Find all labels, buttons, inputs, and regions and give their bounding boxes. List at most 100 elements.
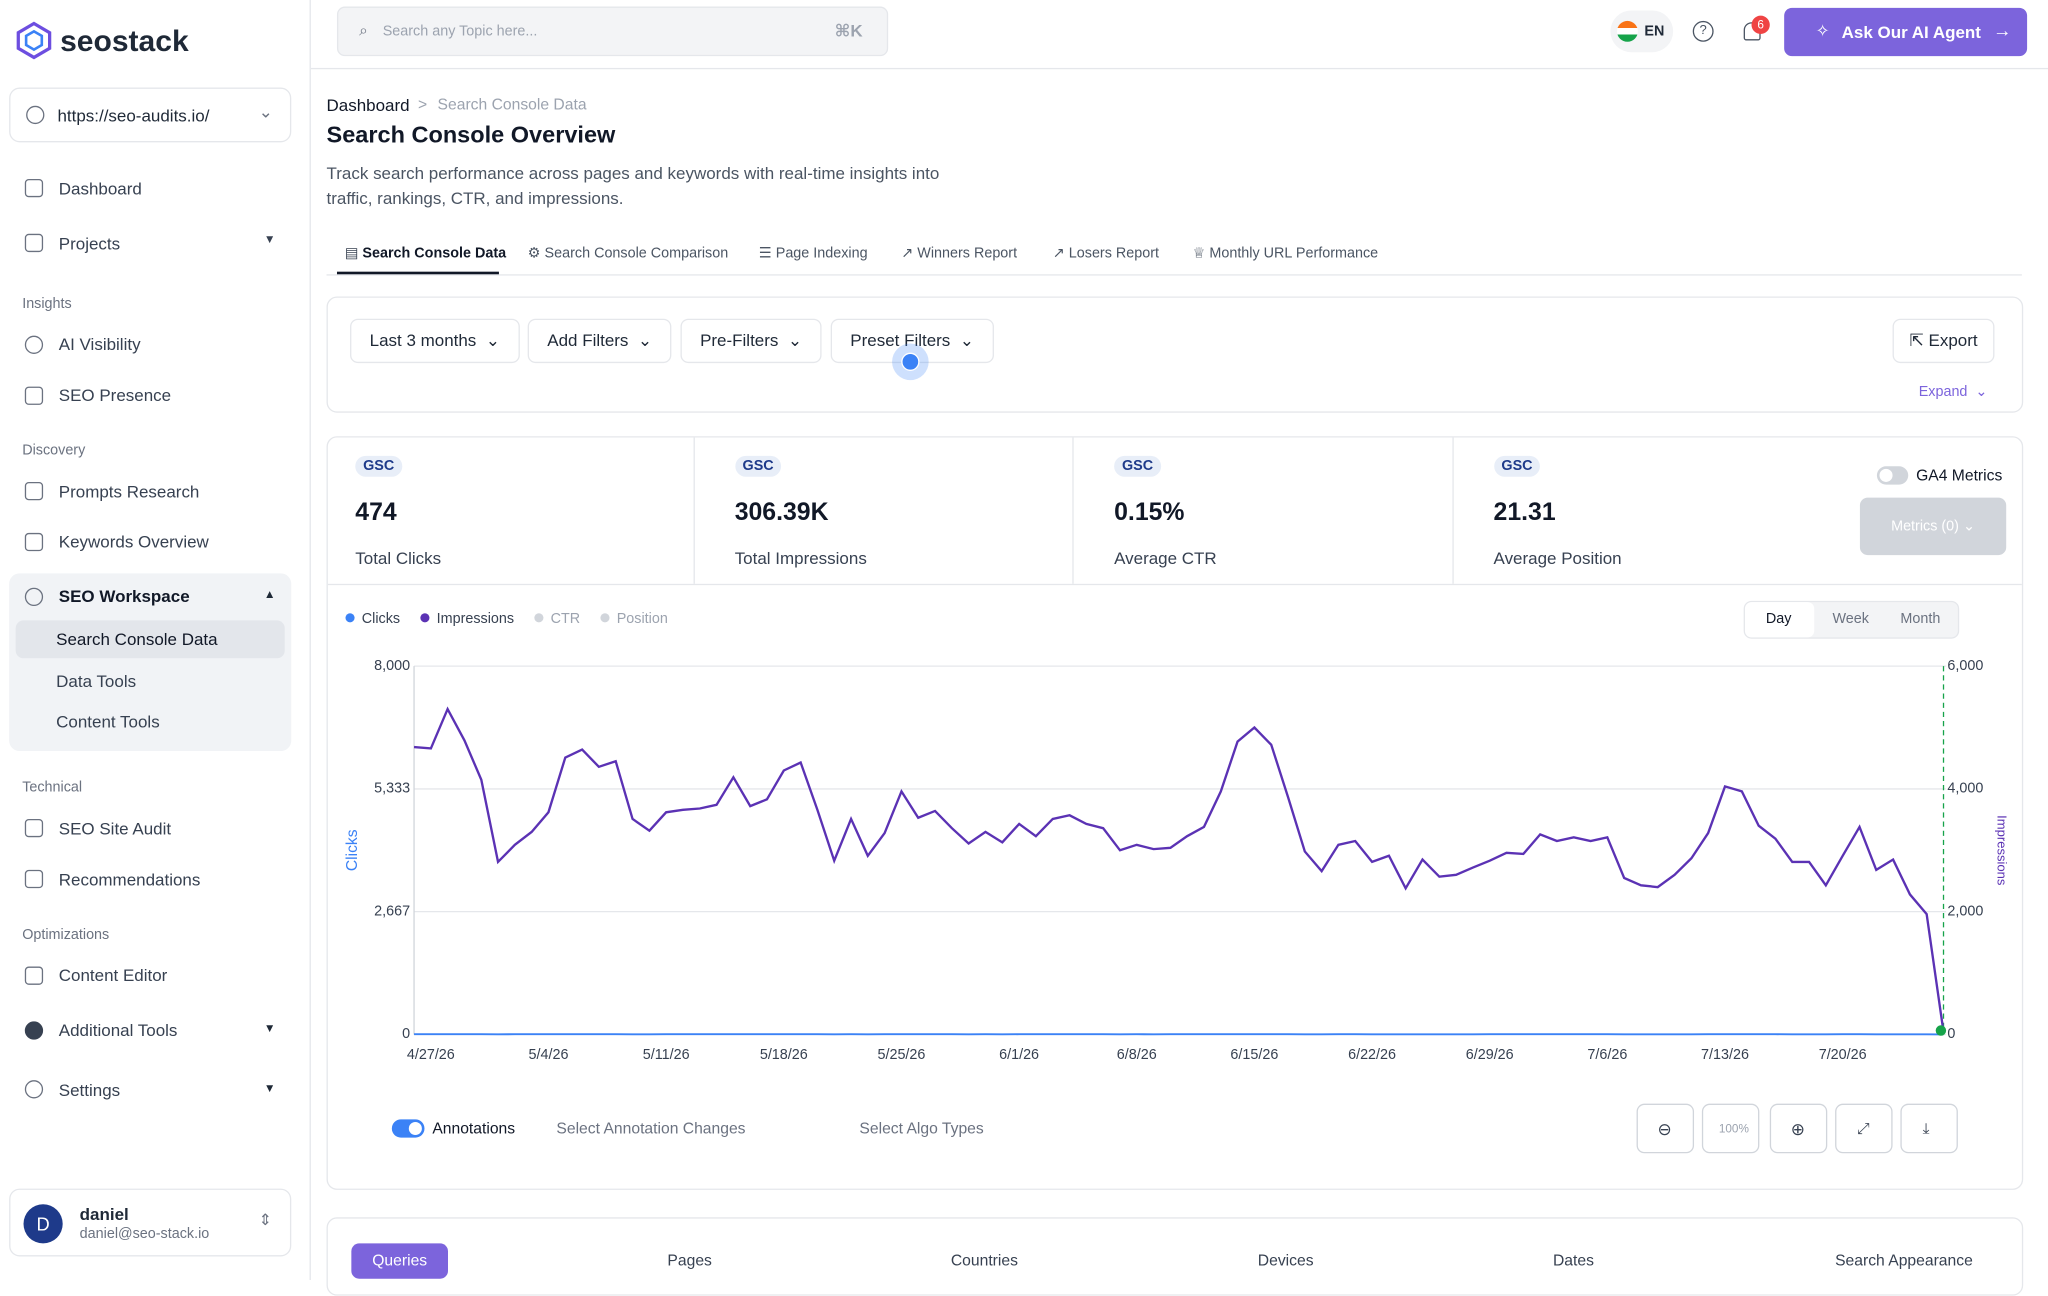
icon — [25, 870, 43, 888]
tab-label: Page Indexing — [776, 246, 868, 262]
expand-icon: ⇕ — [259, 1211, 272, 1229]
annotations-toggle[interactable] — [392, 1119, 425, 1137]
sub-item[interactable]: Search Console Data — [56, 630, 217, 650]
legend-label: Clicks — [362, 611, 400, 627]
series-line — [414, 709, 1943, 1032]
user-email: daniel@seo-stack.io — [80, 1226, 210, 1242]
tabs-border — [327, 274, 2022, 275]
tab-label: Losers Report — [1069, 246, 1159, 262]
language[interactable]: EN — [1610, 10, 1673, 52]
nav-item[interactable]: Dashboard — [59, 179, 142, 199]
cursor-dot — [901, 353, 919, 371]
ga4-toggle[interactable] — [1877, 466, 1908, 484]
tab[interactable]: ⚙ Search Console Comparison — [528, 244, 729, 261]
nav-item[interactable]: Recommendations — [59, 870, 201, 890]
brand: seostack — [60, 24, 189, 59]
nav-item[interactable]: SEO Workspace — [59, 586, 190, 606]
tab-label: Monthly URL Performance — [1209, 246, 1378, 262]
nav-item[interactable]: Prompts Research — [59, 482, 200, 502]
table-card — [327, 1217, 2024, 1295]
export-button[interactable]: ⇱ Export — [1893, 319, 1995, 363]
nav-item[interactable]: Settings — [59, 1080, 120, 1100]
x-tick-label: 5/11/26 — [643, 1047, 690, 1063]
metric-value: 21.31 — [1494, 499, 1556, 528]
nav-item[interactable]: SEO Presence — [59, 385, 171, 405]
x-tick-label: 7/13/26 — [1701, 1047, 1749, 1063]
user-name: daniel — [80, 1204, 129, 1224]
icon — [25, 1080, 43, 1098]
breadcrumb[interactable]: Dashboard — [327, 95, 410, 115]
filter-button[interactable]: Last 3 months ⌄ — [350, 319, 520, 363]
breadcrumb-separator: > — [418, 95, 427, 113]
site-select[interactable]: https://seo-audits.io/ ⌄ — [9, 88, 291, 143]
site-url: https://seo-audits.io/ — [57, 106, 209, 126]
filter-button[interactable]: Pre-Filters ⌄ — [680, 319, 821, 363]
sub-item[interactable]: Data Tools — [56, 671, 136, 691]
icon — [25, 967, 43, 985]
x-tick-label: 6/15/26 — [1230, 1047, 1278, 1063]
nav-item[interactable]: Keywords Overview — [59, 532, 209, 552]
icon — [25, 588, 43, 606]
group-title: Technical — [22, 780, 82, 796]
fullscreen[interactable]: ⤢ — [1835, 1104, 1892, 1154]
nav-item[interactable]: SEO Site Audit — [59, 819, 171, 839]
x-tick-label: 6/22/26 — [1348, 1047, 1396, 1063]
x-tick-label: 7/6/26 — [1587, 1047, 1627, 1063]
y-tick-label: 2,667 — [374, 903, 410, 919]
bottom-tab[interactable]: Countries — [951, 1251, 1018, 1269]
search-box[interactable]: ⌕ Search any Topic here... ⌘K — [337, 7, 888, 57]
tab[interactable]: ☰ Page Indexing — [759, 244, 868, 261]
filter-button[interactable]: Add Filters ⌄ — [528, 319, 672, 363]
tab[interactable]: ▤ Search Console Data — [345, 244, 506, 261]
zoom-reset[interactable]: 100% — [1702, 1104, 1759, 1154]
metric-divider — [1072, 438, 1073, 584]
tab[interactable]: ↗ Losers Report — [1053, 244, 1159, 261]
topbar-border — [311, 68, 2048, 69]
algo-select[interactable]: Select Algo Types — [859, 1119, 983, 1137]
nav-item[interactable]: AI Visibility — [59, 334, 141, 354]
icon — [25, 179, 43, 197]
tab[interactable]: ↗ Winners Report — [901, 244, 1017, 261]
legend-label: Position — [617, 611, 668, 627]
expand-label: Expand — [1919, 384, 1968, 400]
zoom-out[interactable]: ⊖ — [1637, 1104, 1694, 1154]
user-card[interactable]: D daniel daniel@seo-stack.io ⇕ — [9, 1189, 291, 1257]
tab[interactable]: ♕ Monthly URL Performance — [1192, 244, 1378, 261]
bottom-tab[interactable]: Dates — [1553, 1251, 1594, 1269]
x-tick-label: 5/4/26 — [529, 1047, 569, 1063]
legend-dot — [345, 613, 354, 622]
bottom-tab[interactable]: Search Appearance — [1835, 1251, 1973, 1269]
export-label: Export — [1929, 330, 1978, 350]
metric-label: Average CTR — [1114, 549, 1217, 569]
page-title: Search Console Overview — [327, 121, 616, 148]
bottom-tab[interactable]: Pages — [667, 1251, 711, 1269]
bottom-tab[interactable]: Devices — [1258, 1251, 1314, 1269]
ai-agent-button[interactable]: ✧ Ask Our AI Agent → — [1784, 8, 2027, 56]
nav-item[interactable]: Additional Tools — [59, 1020, 178, 1040]
download[interactable]: ⤓ — [1900, 1104, 1957, 1154]
icon — [25, 819, 43, 837]
nav-item[interactable]: Content Editor — [59, 965, 168, 985]
expand-link[interactable]: Expand ⌄ — [1919, 383, 1988, 400]
metric-label: Total Clicks — [355, 549, 441, 569]
sub-item[interactable]: Content Tools — [56, 712, 160, 732]
legend-dot — [600, 613, 609, 622]
legend-label: Impressions — [437, 611, 514, 627]
icon — [25, 482, 43, 500]
x-tick-label: 7/20/26 — [1819, 1047, 1867, 1063]
metrics-button[interactable]: Metrics (0) ⌄ — [1860, 498, 2006, 555]
zoom-in[interactable]: ⊕ — [1770, 1104, 1827, 1154]
chevron: ⌄ — [259, 102, 273, 123]
nav-item[interactable]: Projects — [59, 234, 120, 254]
help-icon[interactable]: ? — [1693, 21, 1714, 42]
y-tick-label: 0 — [402, 1026, 410, 1042]
metric-label: Total Impressions — [735, 549, 867, 569]
metric-divider — [1452, 438, 1453, 584]
annotation-select[interactable]: Select Annotation Changes — [556, 1119, 745, 1137]
search-placeholder: Search any Topic here... — [383, 24, 538, 40]
y2-tick-label: 6,000 — [1947, 658, 1983, 674]
icon — [25, 234, 43, 252]
bottom-tab[interactable]: Queries — [372, 1251, 427, 1269]
metric-divider — [693, 438, 694, 584]
